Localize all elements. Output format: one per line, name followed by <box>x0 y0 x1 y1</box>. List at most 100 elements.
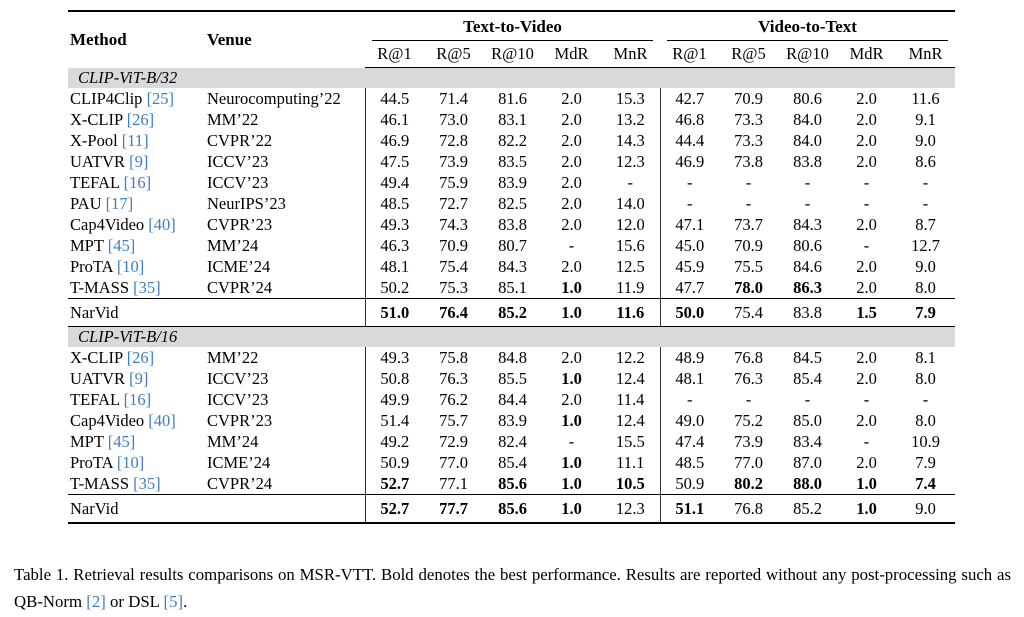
citation-link[interactable]: [16] <box>123 172 152 192</box>
metric-value: - <box>745 193 752 213</box>
citation-link[interactable]: [11] <box>121 130 149 150</box>
method-cell: UATVR [9] <box>68 151 205 172</box>
metric-value: - <box>627 172 634 192</box>
method-cell: NarVid <box>68 494 205 523</box>
venue-cell: NeurIPS’23 <box>207 193 286 213</box>
metric-value: 2.0 <box>561 347 582 367</box>
table-row: UATVR [9] ICCV’23 47.5 73.9 83.5 2.0 12.3 46.9 7… <box>68 151 955 172</box>
method-name: Cap4Video <box>70 410 145 430</box>
metric-value: 71.4 <box>439 88 468 108</box>
metric-value: 2.0 <box>561 256 582 276</box>
citation-link[interactable]: [9] <box>129 151 149 171</box>
metric-value: 88.0 <box>793 473 822 493</box>
venue-cell <box>205 298 365 327</box>
metric-value: 77.0 <box>439 452 468 472</box>
metric-value: 48.1 <box>364 256 424 277</box>
citation-link[interactable]: [35] <box>133 277 161 297</box>
metric-value: 72.9 <box>439 431 468 451</box>
col-header-v2t-mnr: MnR <box>896 41 956 68</box>
citation-link[interactable]: [25] <box>146 88 175 108</box>
metric-value: 2.0 <box>856 88 877 108</box>
caption-text: Table 1. Retrieval results comparisons o… <box>14 565 1011 611</box>
metric-value: 73.0 <box>439 109 468 129</box>
method-cell: TEFAL [16] <box>68 389 205 410</box>
metric-value: 12.0 <box>615 214 645 234</box>
metric-value: 47.5 <box>364 151 424 172</box>
metric-value: 70.9 <box>734 88 763 108</box>
metric-value: 73.9 <box>734 431 763 451</box>
metric-value: 2.0 <box>856 410 877 430</box>
metric-value: 8.0 <box>915 277 936 297</box>
metric-value: 78.0 <box>734 277 763 297</box>
metric-value: 11.6 <box>911 88 940 108</box>
metric-value: 75.4 <box>439 256 468 276</box>
col-header-t2v-mnr: MnR <box>601 41 661 68</box>
metric-value: 48.5 <box>659 452 720 473</box>
metric-value: 14.3 <box>615 130 645 150</box>
col-header-v2t-mdr: MdR <box>837 41 897 68</box>
metric-value: 81.6 <box>498 88 527 108</box>
metric-value: 75.2 <box>734 410 763 430</box>
table-row: UATVR [9] ICCV’23 50.8 76.3 85.5 1.0 12.4 48.1 7… <box>68 368 955 389</box>
citation-link[interactable]: [17] <box>105 193 134 213</box>
metric-value: 50.8 <box>364 368 424 389</box>
metric-value: - <box>745 172 752 192</box>
metric-value: 44.4 <box>659 130 720 151</box>
citation-link[interactable]: [16] <box>123 389 152 409</box>
caption-text: . <box>183 592 188 611</box>
citation-link[interactable]: [26] <box>126 347 155 367</box>
metric-value: - <box>922 193 929 213</box>
metric-value: 75.4 <box>719 298 779 327</box>
caption-citation-link[interactable]: [5] <box>163 592 184 611</box>
metric-value: 1.5 <box>837 298 897 327</box>
method-cell: X-CLIP [26] <box>68 109 205 130</box>
metric-value: 1.0 <box>561 368 582 388</box>
venue-cell: MM’22 <box>207 347 259 367</box>
citation-link[interactable]: [45] <box>107 235 136 255</box>
metric-value: 12.3 <box>615 151 645 171</box>
method-cell: T-MASS [35] <box>68 473 205 495</box>
method-cell: T-MASS [35] <box>68 277 205 299</box>
metric-value: 85.2 <box>483 298 542 327</box>
metric-value: 85.4 <box>498 452 527 472</box>
metric-value: 75.7 <box>439 410 468 430</box>
citation-link[interactable]: [9] <box>129 368 149 388</box>
venue-cell: MM’22 <box>207 109 259 129</box>
citation-link[interactable]: [10] <box>116 452 145 472</box>
caption-citation-link[interactable]: [2] <box>86 592 106 611</box>
metric-value: 73.9 <box>439 151 468 171</box>
metric-value: 76.3 <box>734 368 763 388</box>
metric-value: 85.0 <box>793 410 822 430</box>
venue-cell: ICCV’23 <box>207 368 269 388</box>
metric-value: 2.0 <box>561 214 582 234</box>
metric-value: - <box>863 235 870 255</box>
metric-value: - <box>863 389 870 409</box>
citation-link[interactable]: [35] <box>133 473 161 493</box>
caption-text: or DSL <box>105 592 164 611</box>
metric-value: 85.4 <box>793 368 822 388</box>
metric-value: 75.9 <box>439 172 468 192</box>
metric-value: 85.5 <box>498 368 527 388</box>
metric-value: 47.1 <box>659 214 720 235</box>
method-cell: PAU [17] <box>68 193 205 214</box>
metric-value: 73.3 <box>734 130 763 150</box>
metric-value: 2.0 <box>856 277 877 297</box>
citation-link[interactable]: [45] <box>107 431 136 451</box>
metric-value: 50.9 <box>364 452 424 473</box>
metric-header-row: R@1 R@5 R@10 MdR MnR R@1 R@5 R@10 MdR Mn… <box>68 41 956 68</box>
col-header-t2v-mdr: MdR <box>542 41 601 68</box>
metric-value: 45.9 <box>659 256 720 277</box>
metric-value: 2.0 <box>856 347 877 367</box>
method-name: TEFAL <box>70 389 120 409</box>
citation-link[interactable]: [26] <box>126 109 155 129</box>
citation-link[interactable]: [40] <box>148 410 176 430</box>
metric-value: 52.7 <box>364 473 424 495</box>
metric-value: 76.8 <box>719 494 779 523</box>
metric-value: 1.0 <box>561 473 582 493</box>
citation-link[interactable]: [40] <box>148 214 176 234</box>
citation-link[interactable]: [10] <box>116 256 145 276</box>
metric-value: 82.2 <box>498 130 527 150</box>
metric-value: 80.7 <box>498 235 527 255</box>
method-name: MPT <box>70 235 104 255</box>
